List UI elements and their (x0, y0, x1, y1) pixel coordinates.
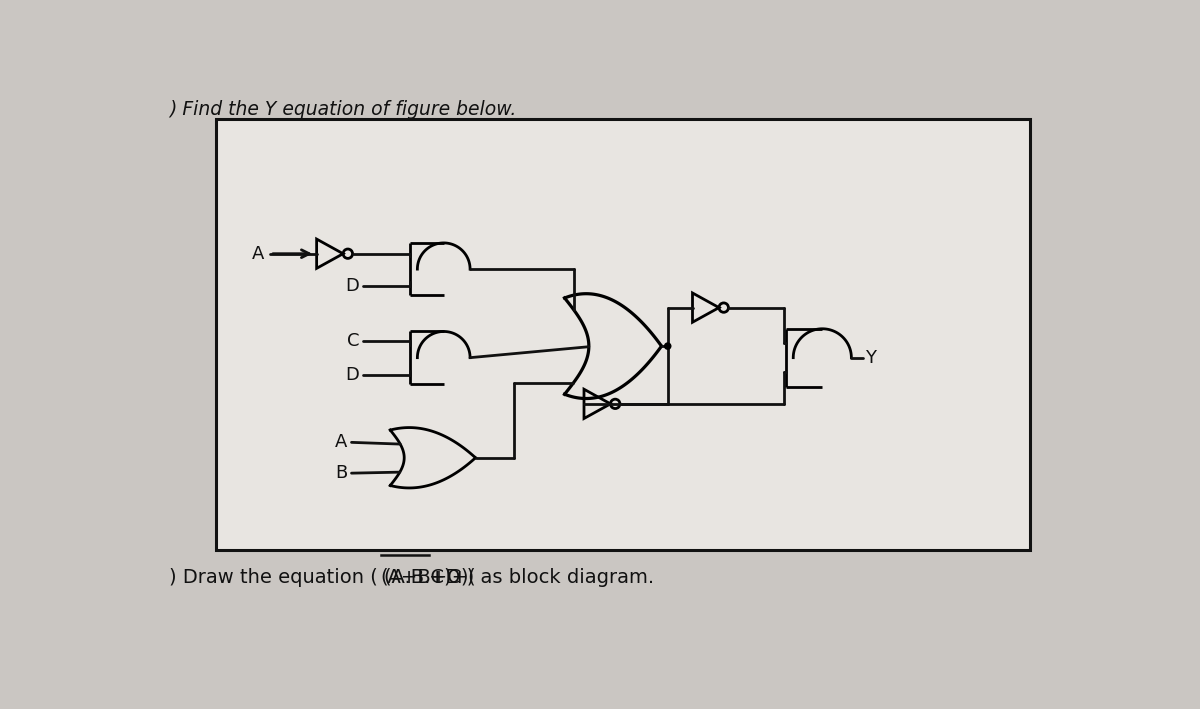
Bar (216, 119, 1030, 550)
Text: (A+B+C): (A+B+C) (380, 568, 469, 587)
Text: A: A (252, 245, 265, 263)
Text: A: A (335, 433, 348, 452)
Circle shape (665, 343, 671, 350)
Text: D: D (346, 277, 359, 295)
Text: ) Find the Y equation of figure below.: ) Find the Y equation of figure below. (169, 100, 517, 118)
Text: +D ) as block diagram.: +D ) as block diagram. (428, 568, 654, 587)
Text: B: B (335, 464, 348, 482)
Text: ) Draw the equation ( (A.B.C)+(: ) Draw the equation ( (A.B.C)+( (169, 568, 476, 587)
Text: Y: Y (865, 349, 876, 367)
Text: C: C (347, 332, 359, 350)
Text: D: D (346, 366, 359, 384)
